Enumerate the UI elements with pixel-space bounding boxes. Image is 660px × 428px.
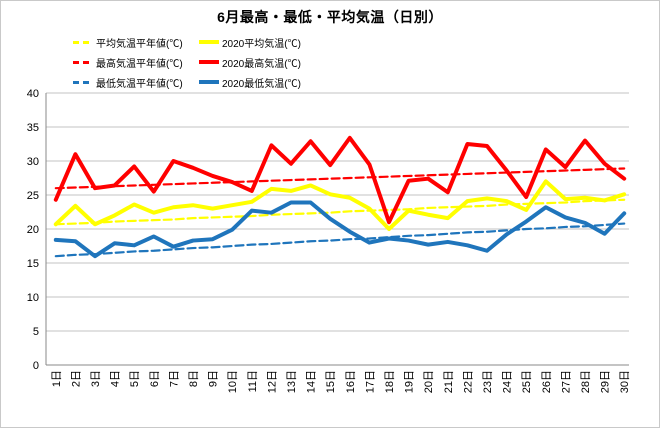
legend-item-max-2020: 2020最高気温(℃) <box>199 55 301 70</box>
max-normal-line <box>54 167 626 190</box>
legend-item-min-normal: 最低気温平年値(℃) <box>73 75 199 90</box>
legend-item-avg-normal: 平均気温平年値(℃) <box>73 35 199 50</box>
x-axis-tick-label: 21日 <box>443 370 455 393</box>
x-axis-tick-label: 2日 <box>70 370 82 387</box>
avg-normal-dashed-swatch <box>73 40 93 44</box>
x-axis-tick-label: 24日 <box>502 370 514 393</box>
x-axis-tick-label: 6日 <box>149 370 161 387</box>
legend-label-max-normal: 最高気温平年値(℃) <box>96 58 183 70</box>
x-axis-tick-label: 13日 <box>286 370 298 393</box>
x-axis-tick-label: 3日 <box>90 370 102 387</box>
max-2020-solid-swatch <box>199 60 219 64</box>
x-axis-tick-label: 4日 <box>110 370 122 387</box>
x-axis-tick-label: 16日 <box>345 370 357 393</box>
x-axis-tick-label: 25日 <box>521 370 533 393</box>
x-axis-tick-label: 5日 <box>129 370 141 387</box>
chart-title: 6月最高・最低・平均気温（日別） <box>217 9 443 25</box>
x-axis-tick-label: 17日 <box>364 370 376 393</box>
min-normal-dashed-swatch <box>73 80 93 84</box>
legend-label-max-2020: 2020最高気温(℃) <box>222 58 301 70</box>
min-normal-line <box>54 222 626 258</box>
max-normal-dashed-swatch <box>73 60 93 64</box>
x-axis-tick-label: 11日 <box>247 370 259 392</box>
x-axis-tick-label: 1日 <box>51 370 63 387</box>
x-axis-tick-label: 26日 <box>541 370 553 393</box>
y-axis-tick-label: 10 <box>27 292 39 304</box>
x-axis-tick-label: 23日 <box>482 370 494 393</box>
y-axis-tick-label: 35 <box>27 122 39 134</box>
x-axis-tick-label: 15日 <box>325 370 337 393</box>
legend-item-max-normal: 最高気温平年値(℃) <box>73 55 199 70</box>
legend-label-min-2020: 2020最低気温(℃) <box>222 78 301 90</box>
y-axis-tick-label: 25 <box>27 190 39 202</box>
legend-label-avg-normal: 平均気温平年値(℃) <box>96 38 183 50</box>
x-axis-tick-label: 12日 <box>266 370 278 393</box>
x-axis-tick-label: 10日 <box>227 370 239 393</box>
y-axis-tick-label: 5 <box>33 326 39 338</box>
legend: 平均気温平年値(℃) 2020平均気温(℃) 最高気温平年値(℃) 2020最高… <box>73 32 301 92</box>
y-axis-tick-label: 15 <box>27 258 39 270</box>
x-axis-tick-label: 19日 <box>404 370 416 393</box>
x-axis-tick-label: 22日 <box>462 370 474 393</box>
x-axis-tick-label: 18日 <box>384 370 396 393</box>
legend-label-avg-2020: 2020平均気温(℃) <box>222 38 301 50</box>
avg-2020-solid-swatch <box>199 40 219 44</box>
x-axis-tick-label: 29日 <box>600 370 612 393</box>
y-axis-tick-label: 30 <box>27 156 39 168</box>
x-axis-tick-label: 20日 <box>423 370 435 393</box>
legend-item-avg-2020: 2020平均気温(℃) <box>199 35 301 50</box>
y-axis-tick-label: 40 <box>27 88 39 100</box>
x-axis-tick-label: 14日 <box>306 370 318 393</box>
x-axis-tick-label: 30日 <box>619 370 631 393</box>
min-2020-line <box>53 200 627 259</box>
x-axis-tick-label: 8日 <box>188 370 200 387</box>
legend-label-min-normal: 最低気温平年値(℃) <box>96 78 183 90</box>
y-axis-tick-label: 20 <box>27 224 39 236</box>
x-axis-tick-label: 7日 <box>168 370 180 387</box>
min-2020-solid-swatch <box>199 80 219 84</box>
legend-item-min-2020: 2020最低気温(℃) <box>199 75 301 90</box>
x-axis-tick-label: 27日 <box>560 370 572 393</box>
avg-2020-line <box>53 179 627 231</box>
x-axis-tick-label: 9日 <box>208 370 220 387</box>
max-2020-line <box>53 135 627 225</box>
x-axis-tick-label: 28日 <box>580 370 592 393</box>
y-axis-tick-label: 0 <box>33 360 39 372</box>
